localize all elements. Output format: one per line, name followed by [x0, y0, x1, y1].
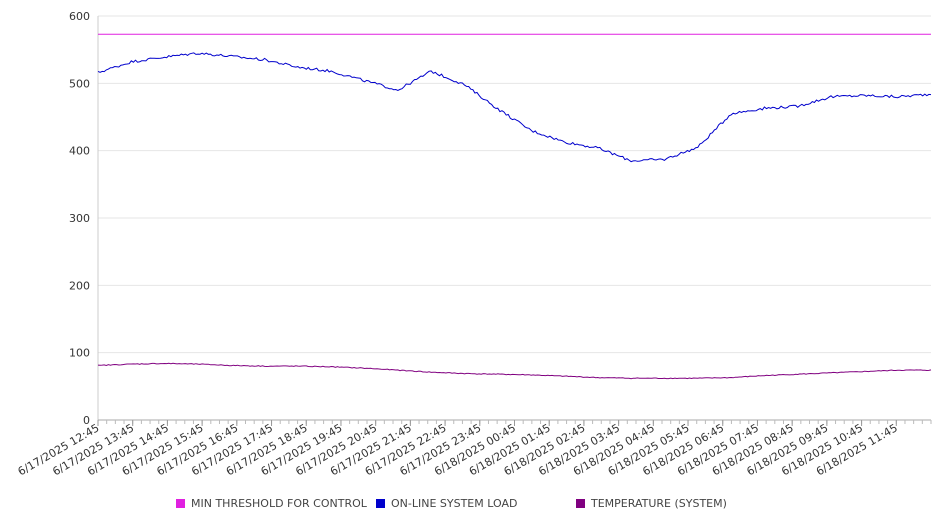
legend-label-min-threshold: MIN THRESHOLD FOR CONTROL [191, 497, 367, 510]
y-tick-label: 500 [69, 77, 90, 90]
grid-lines [98, 15, 931, 354]
y-tick-label: 400 [69, 145, 90, 158]
series-line-on-line-system-load [97, 52, 932, 163]
series-lines [97, 33, 932, 380]
legend-swatch-temperature [576, 499, 585, 508]
legend-label-temperature: TEMPERATURE (SYSTEM) [591, 497, 727, 510]
legend-item-system-load: ON-LINE SYSTEM LOAD [376, 497, 517, 510]
legend-item-min-threshold: MIN THRESHOLD FOR CONTROL [176, 497, 367, 510]
y-tick-label: 300 [69, 212, 90, 225]
y-tick-label: 200 [69, 279, 90, 292]
legend-swatch-min-threshold [176, 499, 185, 508]
y-tick-label: 100 [69, 347, 90, 360]
legend-swatch-system-load [376, 499, 385, 508]
legend-label-system-load: ON-LINE SYSTEM LOAD [391, 497, 518, 510]
y-tick-label: 600 [69, 10, 90, 23]
series-line-temperature-system [97, 362, 932, 380]
legend: MIN THRESHOLD FOR CONTROL ON-LINE SYSTEM… [0, 497, 946, 513]
y-tick-label: 0 [83, 414, 90, 427]
axes [97, 16, 932, 426]
legend-item-temperature: TEMPERATURE (SYSTEM) [576, 497, 727, 510]
